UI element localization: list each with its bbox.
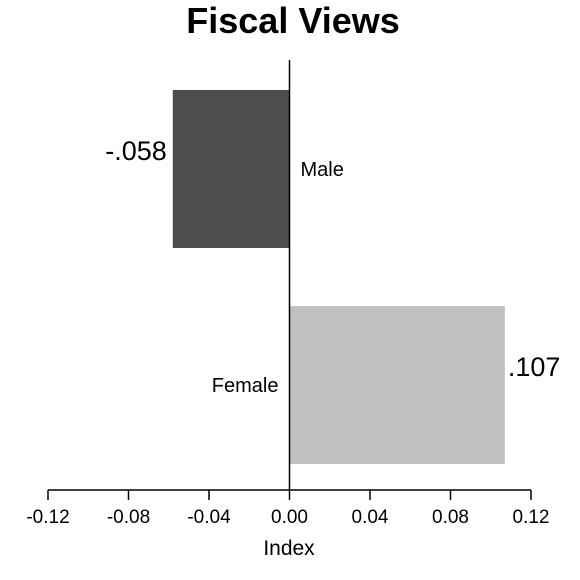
x-axis-title: Index <box>263 537 315 560</box>
category-label-male: Male <box>301 159 344 181</box>
x-tick-label: 0.08 <box>432 507 469 528</box>
bar-male <box>172 90 290 248</box>
category-label-female: Female <box>212 375 279 397</box>
value-label-female: .107 <box>508 352 561 382</box>
x-tick-label: -0.04 <box>187 507 231 528</box>
bars-group: Male -.058 Female .107 <box>105 90 560 464</box>
x-tick-label: 0.04 <box>352 507 389 528</box>
x-tick-label: -0.12 <box>26 507 69 528</box>
value-label-male: -.058 <box>105 136 167 166</box>
chart-title: Fiscal Views <box>186 0 399 41</box>
x-tick-label: -0.08 <box>107 507 150 528</box>
x-tick-label: 0.00 <box>271 507 308 528</box>
bar-female <box>289 306 505 464</box>
x-tick-label: 0.12 <box>513 507 550 528</box>
x-axis: -0.12 -0.08 -0.04 0.00 0.04 0.08 0.12 <box>26 489 550 528</box>
